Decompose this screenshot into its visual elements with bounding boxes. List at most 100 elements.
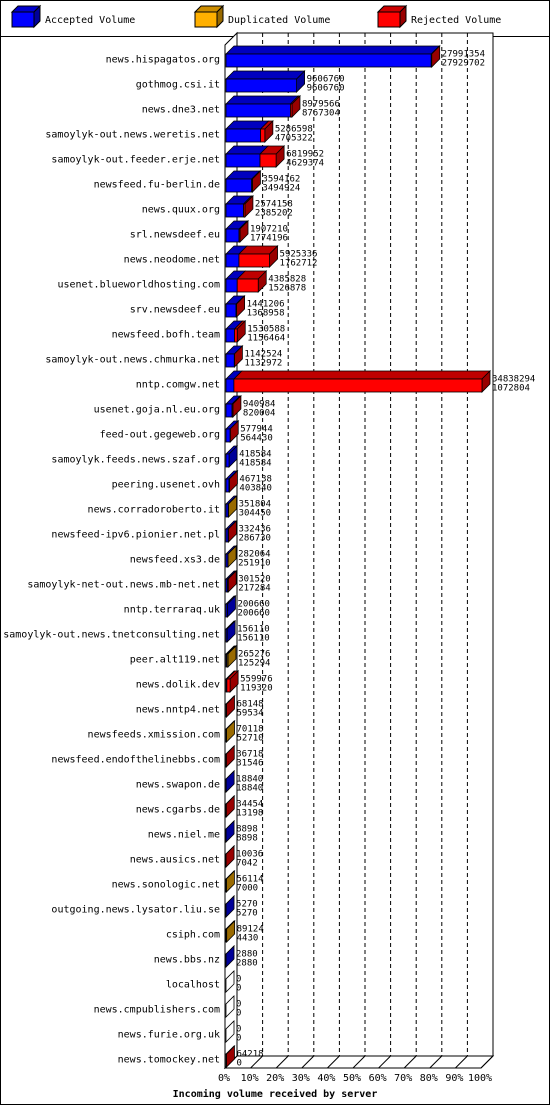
row-label: usenet.goja.nl.eu.org — [94, 405, 220, 416]
value-total: 4385828 — [268, 275, 306, 285]
row-label: newsfeeds.xmission.com — [88, 730, 220, 741]
bar-top — [225, 95, 300, 105]
grid-floor-line — [327, 1055, 340, 1069]
value-total: 577944 — [240, 425, 273, 435]
value-accepted: 1072804 — [492, 384, 530, 394]
value-accepted: 0 — [236, 1059, 241, 1069]
row-label: outgoing.news.lysator.liu.se — [51, 905, 220, 916]
value-accepted: 286730 — [238, 534, 271, 544]
legend-label-accepted: Accepted Volume — [45, 15, 135, 26]
value-accepted: 27929702 — [442, 59, 485, 69]
value-accepted: 7042 — [236, 859, 258, 869]
value-total: 5286598 — [275, 125, 313, 135]
value-accepted: 125294 — [238, 659, 271, 669]
row-label: news.swapon.de — [136, 780, 220, 791]
row-label: peering.usenet.ovh — [112, 480, 220, 491]
value-total: 467138 — [239, 475, 272, 485]
value-accepted: 4629374 — [286, 159, 324, 169]
value-total: 8898 — [236, 825, 258, 835]
value-total: 64218 — [236, 1050, 263, 1060]
bar-segment — [233, 378, 483, 393]
row-label: samoylyk-net-out.news.mb-net.net — [27, 580, 220, 591]
bar-segment — [238, 253, 270, 268]
legend-item-duplicated: Duplicated Volume — [193, 4, 330, 29]
value-accepted: 1156464 — [247, 334, 285, 344]
value-accepted: 119320 — [240, 684, 273, 694]
x-tick-label: 40% — [317, 1073, 335, 1084]
x-tick-label: 50% — [343, 1073, 361, 1084]
grid-floor-line — [250, 1055, 263, 1069]
row-label: newsfeed.xs3.de — [130, 555, 220, 566]
row-label: newsfeed.fu-berlin.de — [94, 180, 220, 191]
value-total: 3594162 — [262, 175, 300, 185]
grid-floor-line — [352, 1055, 366, 1069]
value-accepted: 418584 — [239, 459, 272, 469]
value-total: 0 — [236, 975, 241, 985]
row-label: samoylyk-out.news.weretis.net — [45, 130, 220, 141]
bar-segment — [225, 128, 261, 143]
bar-segment — [225, 303, 237, 318]
row-label: news.neodome.net — [124, 255, 220, 266]
bar-segment — [225, 278, 238, 293]
legend-swatch-front — [194, 11, 218, 28]
row-label: srv.newsdeef.eu — [130, 305, 220, 316]
bar-side — [225, 1020, 235, 1043]
value-accepted: 0 — [236, 984, 241, 994]
value-accepted: 18840 — [236, 784, 263, 794]
bar-side — [225, 995, 235, 1018]
value-accepted: 7000 — [236, 884, 258, 894]
bar-segment — [225, 103, 291, 118]
value-accepted: 403840 — [239, 484, 272, 494]
row-label: news.tomockey.net — [118, 1055, 220, 1066]
bar-segment — [225, 428, 231, 443]
value-accepted: 564430 — [240, 434, 273, 444]
value-total: 332436 — [238, 525, 271, 535]
value-accepted: 251910 — [238, 559, 271, 569]
row-label: csiph.com — [166, 930, 220, 941]
x-tick-label: 100% — [468, 1073, 492, 1084]
bar-segment — [225, 453, 230, 468]
value-total: 1441206 — [247, 300, 285, 310]
bar-segment — [225, 378, 235, 393]
value-accepted: 52710 — [237, 734, 264, 744]
bar-top — [225, 70, 306, 80]
bar-segment — [234, 328, 238, 343]
legend-swatch-front — [11, 11, 35, 28]
value-accepted: 0 — [236, 1034, 241, 1044]
value-total: 1907210 — [250, 225, 288, 235]
value-accepted: 1774196 — [250, 234, 288, 244]
row-label: news.furie.org.uk — [118, 1030, 220, 1041]
bar-segment — [251, 178, 253, 193]
bar-segment — [225, 78, 297, 93]
x-axis: 0% 10% 20% 30% 40% 50% 60% 70% 80% 90% 100% — [218, 1073, 492, 1084]
value-accepted: 31546 — [236, 759, 263, 769]
legend-swatch-duplicated — [193, 4, 225, 29]
row-label: news.ausics.net — [130, 855, 220, 866]
legend-label-rejected: Rejected Volume — [411, 15, 501, 26]
row-label: newsfeed-ipv6.pionier.net.pl — [51, 530, 220, 541]
value-accepted: 1132972 — [244, 359, 282, 369]
value-accepted: 2880 — [236, 959, 258, 969]
x-tick-label: 60% — [369, 1073, 387, 1084]
value-total: 0 — [236, 1000, 241, 1010]
row-label: feed-out.gegeweb.org — [100, 430, 220, 441]
value-accepted: 4705322 — [275, 134, 313, 144]
bar-segment — [225, 353, 235, 368]
value-total: 27991354 — [442, 50, 485, 60]
bar-segment — [225, 628, 228, 643]
bar-top — [225, 45, 441, 55]
